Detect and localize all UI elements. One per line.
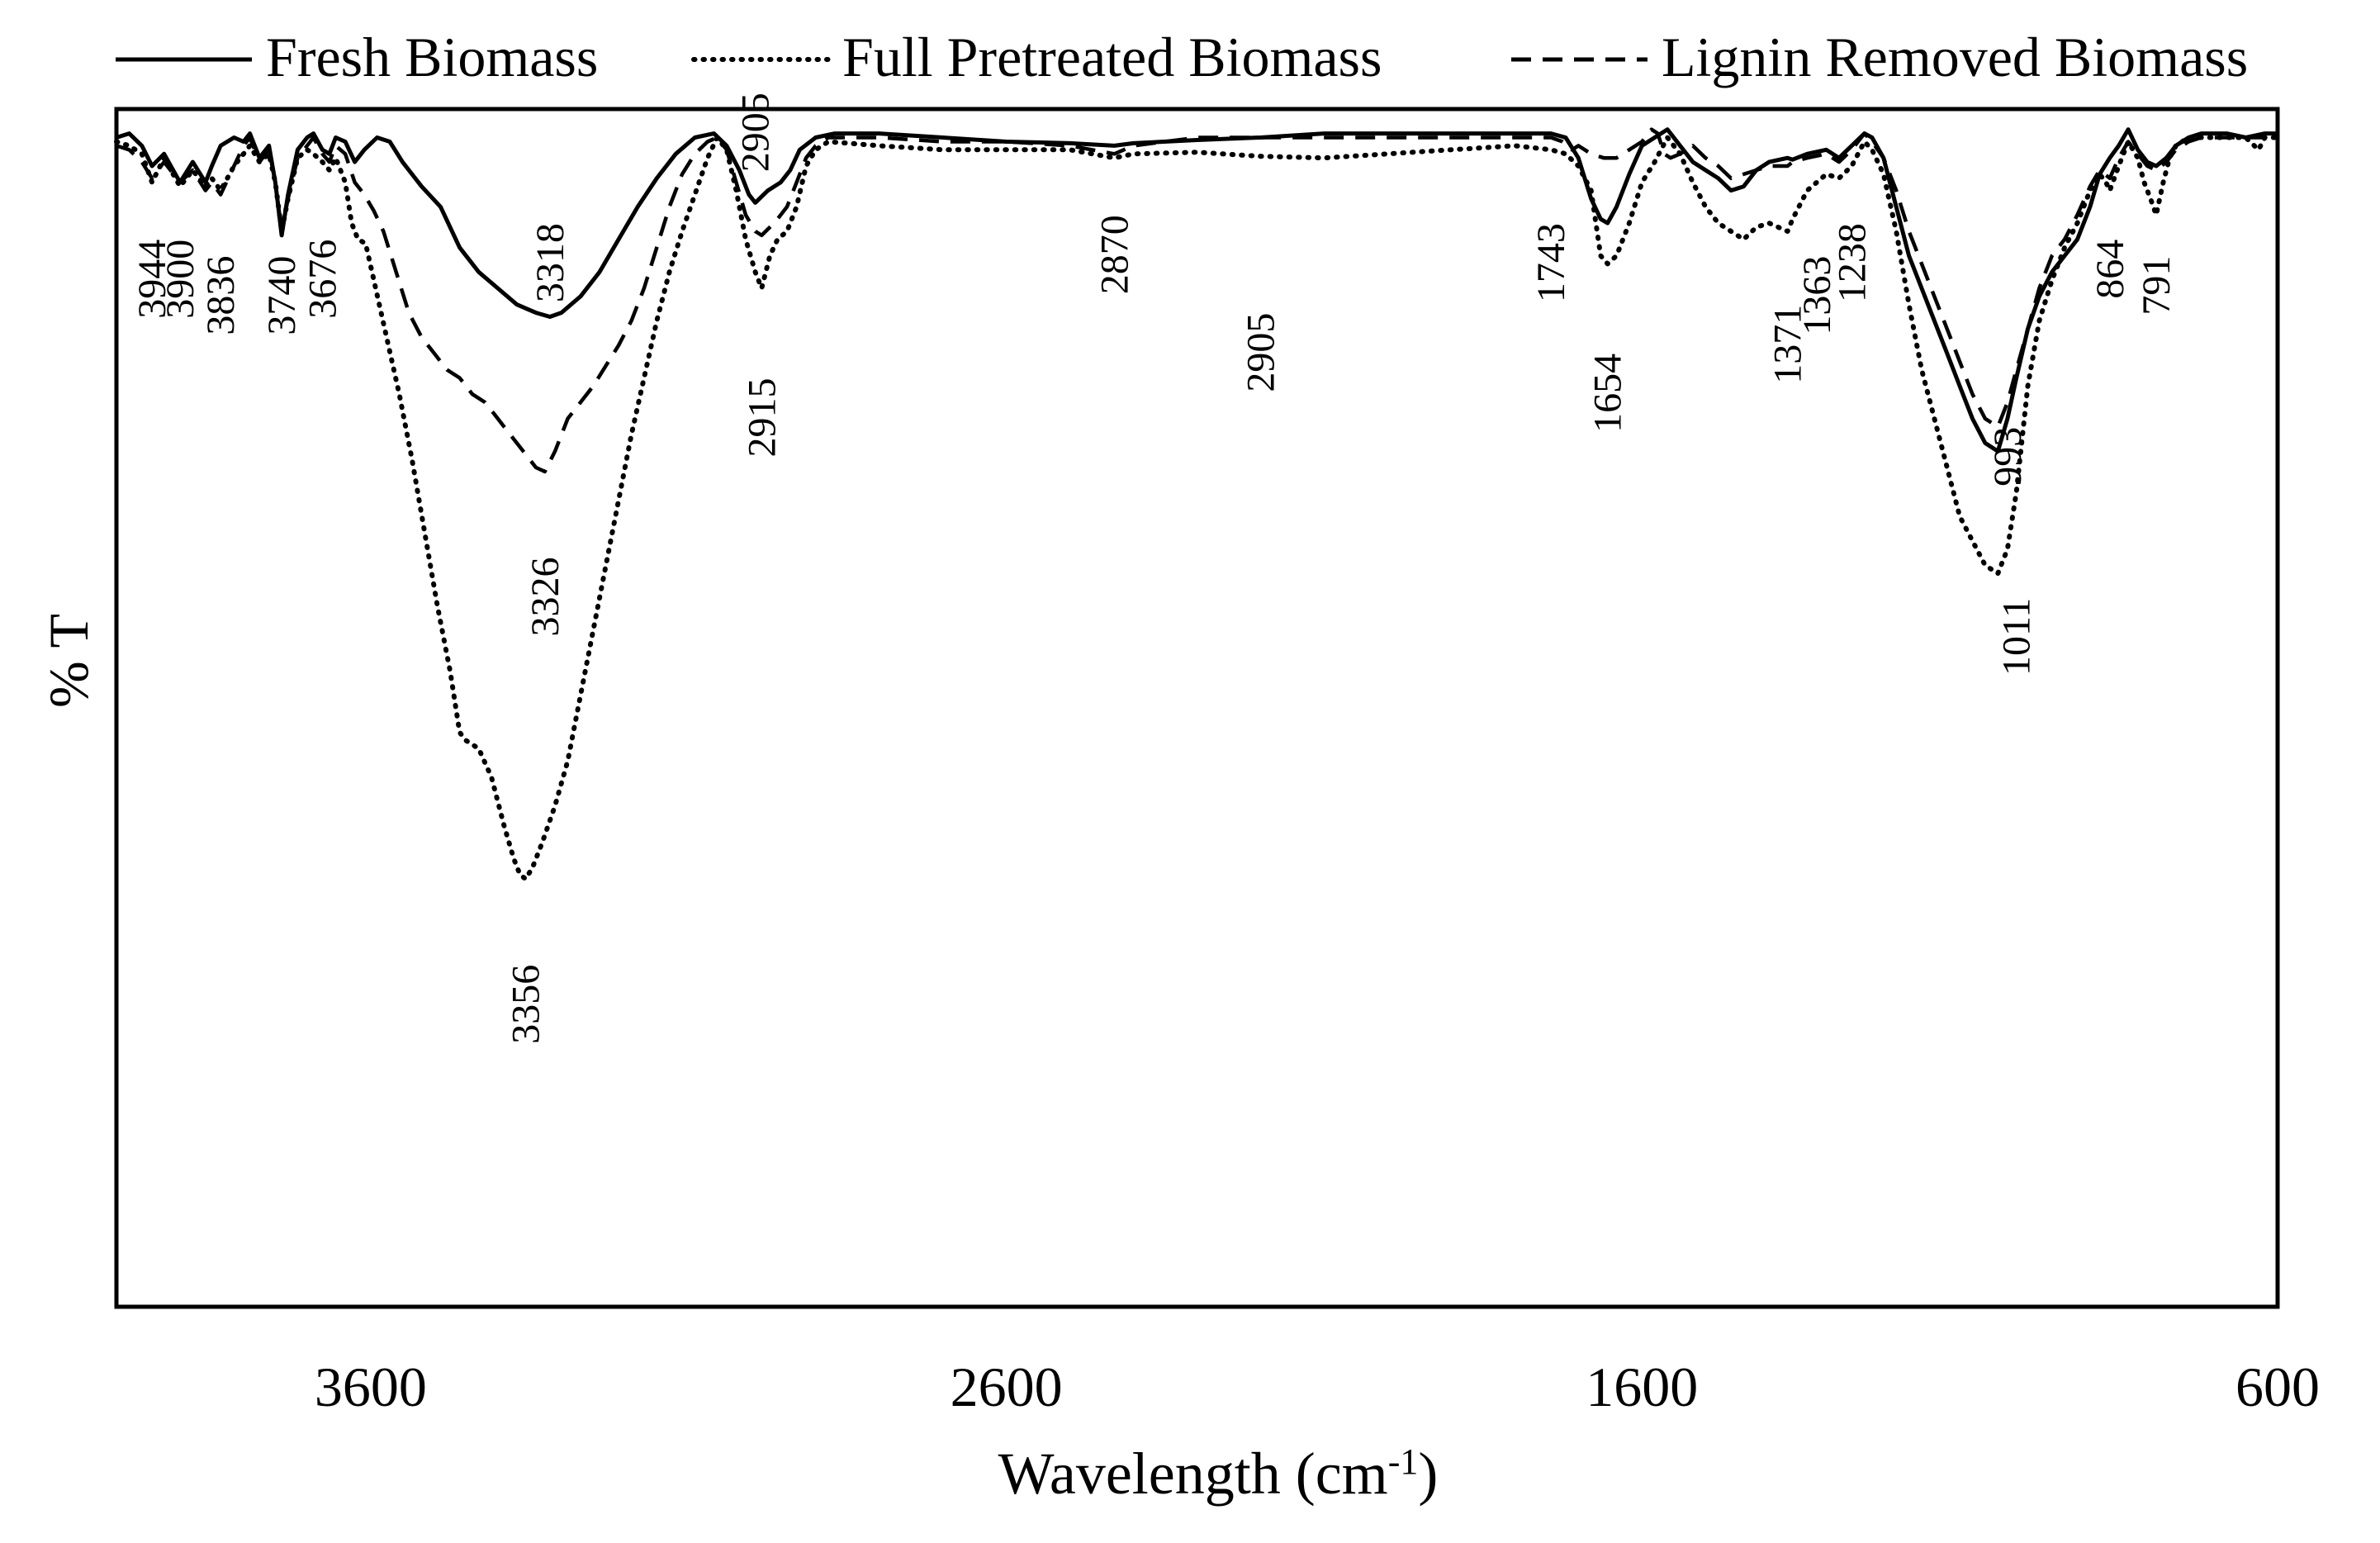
peak-label: 1363 bbox=[1795, 256, 1839, 335]
x-axis-title: Wavelength (cm-1) bbox=[998, 1441, 1439, 1507]
x-axis-title-end: ) bbox=[1418, 1441, 1438, 1507]
peak-label: 1743 bbox=[1529, 223, 1573, 302]
peak-label: 3836 bbox=[199, 256, 243, 335]
peak-label: 2905 bbox=[734, 93, 778, 172]
legend: Fresh Biomass Full Pretreated Biomass Li… bbox=[116, 26, 2248, 88]
legend-label-lignin-removed-biomass: Lignin Removed Biomass bbox=[1662, 26, 2248, 88]
plot-area-frame bbox=[114, 107, 2280, 1309]
peak-label: 3740 bbox=[260, 256, 304, 335]
peak-label: 2905 bbox=[1240, 313, 1283, 392]
series-line-fresh-biomass bbox=[114, 127, 2280, 453]
peak-label: 1238 bbox=[1830, 223, 1874, 302]
x-axis-title-superscript: -1 bbox=[1388, 1441, 1419, 1482]
peak-label: 2870 bbox=[1093, 215, 1136, 294]
series-line-lignin-removed-biomass bbox=[116, 127, 2278, 474]
peak-label: 3900 bbox=[159, 240, 202, 319]
x-axis-ticks: 3600 2600 1600 600 bbox=[315, 1355, 2320, 1418]
x-tick-label: 600 bbox=[2235, 1355, 2320, 1418]
legend-label-fresh-biomass: Fresh Biomass bbox=[266, 26, 598, 88]
peak-label: 3318 bbox=[529, 223, 572, 302]
x-tick-label: 1600 bbox=[1586, 1355, 1698, 1418]
x-tick-label: 2600 bbox=[951, 1355, 1063, 1418]
peak-label: 3676 bbox=[301, 240, 344, 319]
peak-label: 3356 bbox=[505, 965, 548, 1044]
series-lines bbox=[114, 127, 2280, 882]
peak-label: 3326 bbox=[524, 558, 567, 637]
peak-label: 2915 bbox=[740, 378, 784, 458]
y-axis-label: % T bbox=[37, 614, 100, 708]
peak-label: 1371 bbox=[1766, 305, 1810, 384]
peak-label: 1654 bbox=[1586, 354, 1630, 433]
peak-label: 3944 bbox=[130, 240, 174, 319]
legend-label-full-pretreated-biomass: Full Pretreated Biomass bbox=[842, 26, 1382, 88]
x-axis-title-main: Wavelength (cm bbox=[998, 1441, 1388, 1507]
peak-label: 791 bbox=[2135, 256, 2179, 316]
x-tick-label: 3600 bbox=[315, 1355, 427, 1418]
series-line-full-pretreated-biomass bbox=[114, 135, 2280, 882]
peak-label: 1011 bbox=[1995, 598, 2039, 676]
peak-label: 993 bbox=[1986, 427, 2030, 487]
peak-label: 864 bbox=[2088, 240, 2132, 299]
